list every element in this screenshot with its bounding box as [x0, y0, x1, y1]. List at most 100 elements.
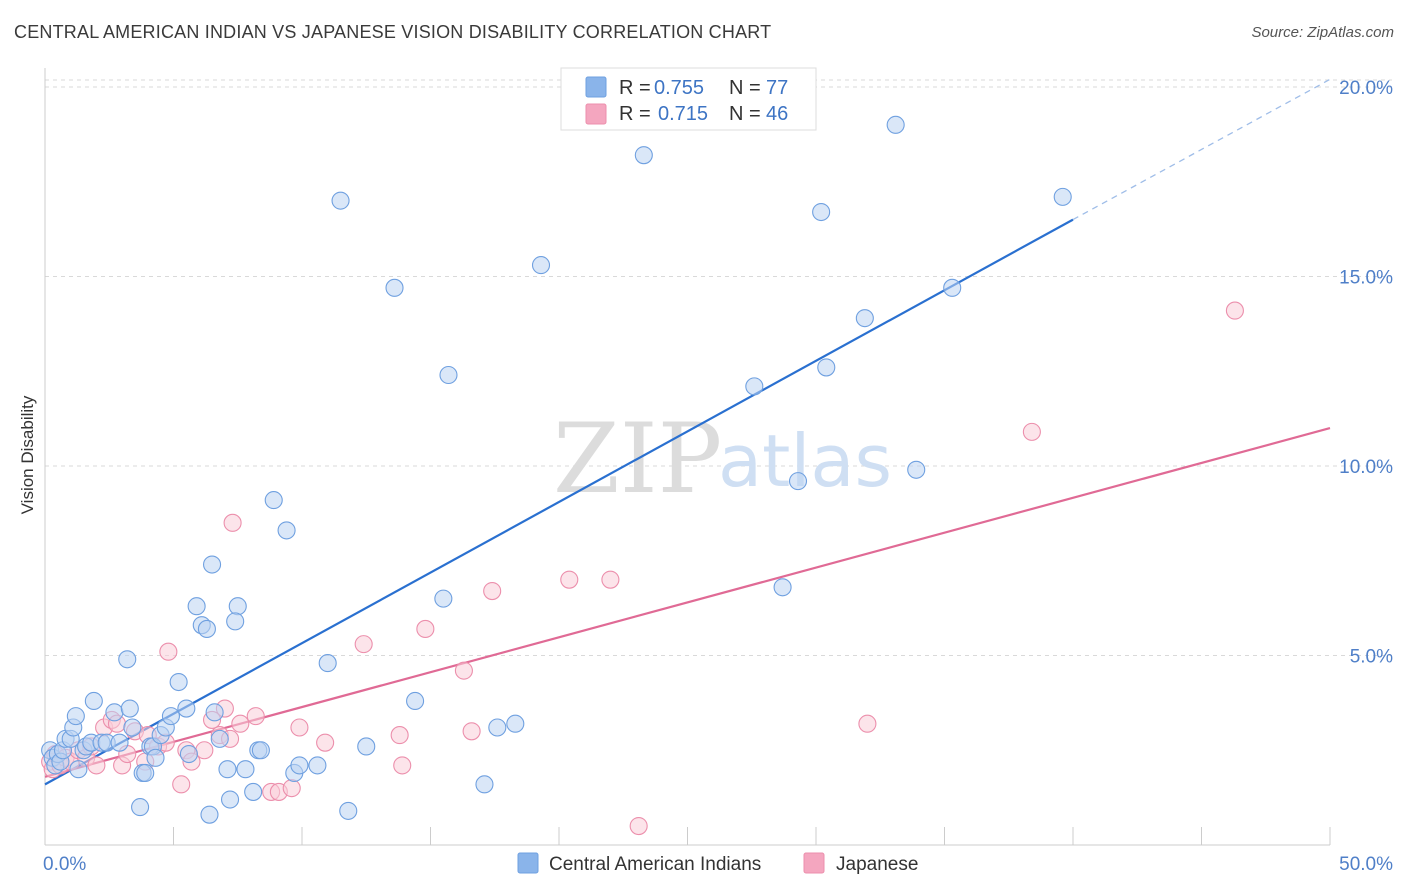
point-central-american-indians-76: [1053, 187, 1072, 206]
point-central-american-indians-34: [187, 597, 206, 616]
point-japanese-31: [246, 707, 265, 726]
point-japanese-21: [172, 775, 191, 794]
point-central-american-indians-73: [886, 115, 905, 134]
point-central-american-indians-46: [244, 782, 263, 801]
point-central-american-indians-44: [226, 612, 245, 631]
point-central-american-indians-56: [339, 801, 358, 820]
legend-n-value-2: 46: [766, 103, 788, 125]
point-central-american-indians-49: [264, 491, 283, 510]
point-central-american-indians-64: [506, 714, 525, 733]
point-central-american-indians-14: [84, 691, 103, 711]
trend-line-0: [44, 218, 1074, 786]
point-japanese-35: [290, 718, 309, 737]
point-japanese-48: [1022, 422, 1041, 441]
point-japanese-41: [454, 661, 473, 680]
point-central-american-indians-20: [120, 699, 139, 718]
legend-r-value-1: 0.755: [654, 77, 704, 99]
point-central-american-indians-42: [220, 790, 240, 809]
y-tick-labels: 5.0% 10.0% 15.0% 20.0%: [1339, 78, 1393, 668]
point-japanese-46: [629, 816, 648, 836]
point-japanese-34: [282, 779, 301, 798]
point-central-american-indians-19: [118, 650, 137, 669]
point-japanese-29: [223, 513, 242, 532]
point-central-american-indians-59: [406, 691, 425, 711]
point-central-american-indians-57: [357, 737, 376, 756]
legend-n-value-1: 77: [766, 77, 788, 99]
point-central-american-indians-38: [203, 555, 222, 574]
x-tick-label-min: 0.0%: [43, 854, 86, 875]
point-central-american-indians-30: [161, 707, 180, 726]
point-central-american-indians-48: [251, 741, 270, 760]
point-central-american-indians-10: [69, 760, 88, 779]
legend-n-label-2: N =: [729, 103, 761, 125]
watermark-atlas: atlas: [718, 419, 892, 503]
point-central-american-indians-71: [817, 358, 836, 377]
point-central-american-indians-36: [197, 619, 216, 639]
point-central-american-indians-45: [236, 760, 255, 779]
source-label: Source: ZipAtlas.com: [1251, 24, 1394, 41]
point-central-american-indians-61: [439, 365, 458, 385]
point-central-american-indians-43: [228, 597, 247, 616]
point-central-american-indians-52: [290, 756, 309, 775]
y-tick-label-0: 5.0%: [1350, 646, 1393, 667]
point-central-american-indians-55: [331, 191, 350, 210]
legend-r-label-1: R =: [619, 77, 651, 99]
y-axis-label: Vision Disability: [18, 395, 37, 514]
point-central-american-indians-58: [385, 278, 404, 297]
point-central-american-indians-21: [123, 718, 142, 737]
point-central-american-indians-27: [146, 748, 165, 767]
trend-lines: [44, 78, 1331, 786]
point-central-american-indians-32: [177, 699, 196, 718]
legend-bottom-swatch-blue: [517, 852, 539, 874]
point-central-american-indians-68: [773, 578, 792, 597]
point-central-american-indians-69: [788, 472, 808, 491]
y-tick-label-3: 20.0%: [1339, 78, 1393, 99]
point-japanese-43: [483, 582, 502, 601]
point-central-american-indians-67: [745, 377, 764, 396]
point-central-american-indians-18: [110, 733, 129, 752]
point-central-american-indians-75: [943, 278, 962, 297]
point-japanese-45: [601, 570, 620, 589]
point-japanese-47: [858, 714, 877, 733]
legend-bottom: Central American Indians Japanese: [517, 852, 918, 875]
point-japanese-20: [159, 642, 178, 661]
point-central-american-indians-33: [179, 744, 198, 764]
point-central-american-indians-53: [308, 756, 327, 775]
point-central-american-indians-66: [634, 146, 653, 165]
grid: [45, 79, 1392, 656]
point-central-american-indians-65: [531, 256, 551, 275]
point-central-american-indians-24: [136, 763, 155, 783]
point-central-american-indians-63: [488, 718, 507, 737]
point-japanese-38: [390, 726, 409, 745]
point-central-american-indians-41: [218, 760, 237, 779]
legend-n-label-1: N =: [729, 77, 761, 99]
legend-bottom-label-blue: Central American Indians: [549, 854, 761, 875]
point-japanese-37: [354, 635, 373, 654]
point-japanese-40: [416, 619, 435, 639]
point-central-american-indians-54: [318, 654, 337, 673]
data-points: [41, 115, 1244, 836]
point-central-american-indians-60: [434, 589, 453, 608]
legend-bottom-swatch-pink: [803, 852, 825, 874]
legend-swatch-pink: [585, 103, 607, 125]
trend-line-extension-0: [1072, 78, 1331, 221]
legend-bottom-label-pink: Japanese: [836, 854, 918, 875]
chart-title: CENTRAL AMERICAN INDIAN VS JAPANESE VISI…: [14, 22, 772, 42]
point-japanese-44: [560, 570, 579, 589]
y-tick-label-1: 10.0%: [1339, 457, 1393, 478]
legend-swatch-blue: [585, 76, 607, 98]
point-central-american-indians-40: [210, 729, 229, 748]
point-central-american-indians-62: [475, 775, 494, 794]
point-japanese-24: [195, 741, 214, 760]
legend-top: R = 0.755 N = 77 R = 0.715 N = 46: [560, 67, 817, 131]
point-japanese-42: [462, 722, 481, 741]
point-central-american-indians-50: [277, 521, 296, 540]
y-tick-label-2: 15.0%: [1339, 267, 1393, 288]
point-japanese-39: [393, 756, 412, 775]
point-central-american-indians-9: [66, 707, 85, 726]
point-central-american-indians-70: [812, 202, 831, 222]
point-japanese-49: [1225, 301, 1244, 320]
point-central-american-indians-74: [907, 460, 926, 479]
point-japanese-36: [316, 733, 335, 752]
